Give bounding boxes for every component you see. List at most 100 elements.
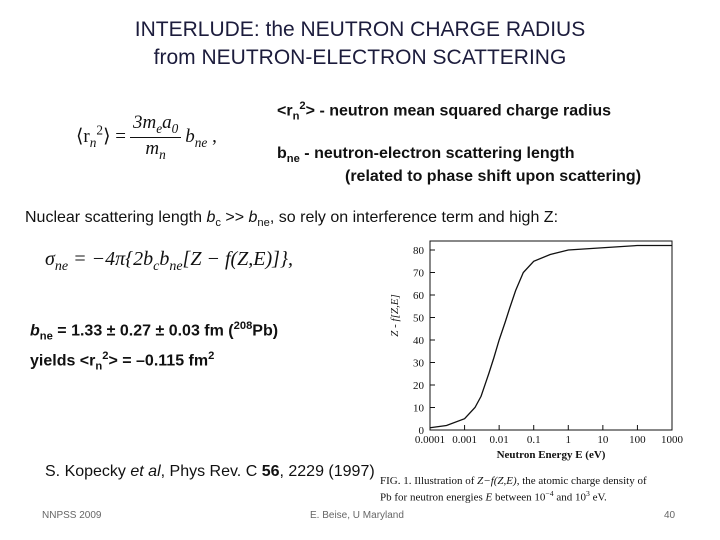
text-run: ⟨rn2⟩ = [76, 122, 126, 150]
text-segment: FIG. 1. Illustration of [380, 475, 478, 487]
x-tick-label: 0.1 [527, 434, 541, 446]
text-segment: > = –0.115 fm [108, 352, 209, 370]
text-segment: n [89, 134, 97, 150]
text-segment: E [485, 491, 493, 504]
result: yields <rn2> = –0.115 fm2 [30, 350, 214, 373]
data-line [429, 244, 672, 429]
text-segment: 2 [299, 100, 306, 112]
y-tick-label: 50 [413, 313, 425, 325]
text-segment: n [159, 146, 166, 162]
text-segment: c [153, 259, 160, 274]
text-segment: σ [45, 248, 55, 270]
text-segment: ne [39, 330, 53, 343]
text-segment: c [215, 217, 221, 230]
text-segment: ne [194, 134, 208, 150]
text-segment: 2 [96, 122, 104, 138]
text-segment: a [162, 112, 172, 133]
text-segment: , [207, 125, 217, 147]
text-segment: between 10 [492, 491, 546, 504]
text-segment: Pb) [252, 322, 279, 340]
y-tick-label: 20 [413, 380, 425, 392]
text-segment: 3m [132, 112, 157, 133]
text-segment: = −4π{2b [68, 248, 154, 270]
text-segment: [Z − f(Z,E)]}, [182, 248, 293, 270]
text-segment: ne [257, 217, 270, 230]
y-tick-label: 60 [413, 290, 425, 302]
text-segment: ne [286, 153, 300, 166]
definition: (related to phase shift upon scattering) [345, 168, 641, 186]
figure-caption: Pb for neutron energies E between 10−4 a… [380, 489, 607, 504]
text-segment: Z−f(Z,E) [477, 475, 517, 487]
text-segment: 2 [102, 350, 109, 362]
text-segment: 3 [585, 489, 590, 498]
text-segment: - neutron-electron scattering length [299, 145, 575, 162]
reference: S. Kopecky et al, Phys Rev. C 56, 2229 (… [45, 463, 375, 481]
text-segment: −4 [545, 489, 554, 498]
text-segment: = 1.33 ± 0.27 ± 0.03 fm ( [52, 322, 234, 340]
y-axis-label: Z - f[Z,E] [389, 294, 401, 337]
text-run: mn [130, 138, 181, 163]
text-segment: n [95, 360, 103, 373]
text-segment: ⟨r [76, 125, 90, 147]
text-segment: b [185, 125, 195, 147]
title-line: INTERLUDE: the NEUTRON CHARGE RADIUS [134, 18, 586, 41]
y-tick-label: 0 [419, 425, 425, 437]
text-segment: b [206, 209, 216, 226]
footer-left: NNPSS 2009 [42, 510, 102, 521]
text-segment: b [30, 322, 40, 340]
text-segment: 2 [208, 350, 215, 362]
text-run: bne , [185, 125, 217, 150]
text-segment: Nuclear scattering length [25, 209, 207, 226]
text-segment: > - neutron mean squared charge radius [305, 102, 612, 120]
text-segment: 208 [233, 320, 253, 332]
text-segment: b [248, 209, 258, 226]
text-segment: S. Kopecky [45, 463, 131, 480]
text-segment: , so rely on interference term and high … [269, 209, 559, 226]
statement: Nuclear scattering length bc >> bne, so … [25, 209, 558, 229]
text-segment: Pb for neutron energies [380, 491, 486, 504]
equation: ⟨rn2⟩ = 3mea0 mn bne , [76, 112, 217, 163]
text-segment: b [277, 145, 287, 162]
text-segment: yields <r [30, 352, 96, 370]
text-segment: ne [54, 259, 69, 274]
title-line: from NEUTRON-ELECTRON SCATTERING [153, 46, 567, 69]
text-segment: (related to phase shift upon scattering) [345, 168, 642, 185]
text-segment: , the atomic charge density of [516, 475, 647, 487]
text-segment: e [156, 120, 163, 136]
x-tick-label: 10 [597, 434, 609, 446]
definition: bne - neutron-electron scattering length [277, 145, 575, 165]
text-run: 3mea0 [129, 112, 182, 138]
x-tick-label: 0.0001 [415, 434, 445, 446]
text-segment: , Phys Rev. C [160, 463, 262, 480]
text-segment: >> [220, 209, 249, 226]
y-tick-label: 30 [413, 358, 425, 370]
text-segment: <r [277, 102, 293, 120]
plot-frame [429, 240, 673, 431]
text-segment: n [292, 110, 300, 123]
definition: <rn2> - neutron mean squared charge radi… [277, 100, 611, 123]
text-segment: ne [169, 259, 183, 274]
result: bne = 1.33 ± 0.27 ± 0.03 fm (208Pb) [30, 320, 278, 343]
footer-center: E. Beise, U Maryland [310, 510, 404, 521]
text-segment: m [145, 137, 160, 159]
y-tick-label: 80 [413, 245, 425, 257]
text-segment: 56 [261, 463, 280, 480]
text-segment: 0 [171, 120, 179, 136]
page-number: 40 [664, 510, 676, 521]
x-tick-label: 1000 [661, 434, 684, 446]
text-segment: , 2229 (1997) [279, 463, 375, 480]
x-axis-label: Neutron Energy E (eV) [497, 449, 606, 461]
x-tick-label: 100 [629, 434, 646, 446]
y-tick-label: 10 [413, 403, 425, 415]
text-segment: et al [130, 463, 161, 480]
x-tick-label: 1 [566, 434, 572, 446]
text-segment: b [159, 248, 170, 270]
text-segment: eV. [589, 491, 607, 504]
text-segment: ⟩ = [103, 125, 126, 147]
x-tick-label: 0.001 [452, 434, 477, 446]
y-tick-label: 70 [413, 268, 425, 280]
y-tick-label: 40 [413, 335, 425, 347]
x-tick-label: 0.01 [490, 434, 509, 446]
